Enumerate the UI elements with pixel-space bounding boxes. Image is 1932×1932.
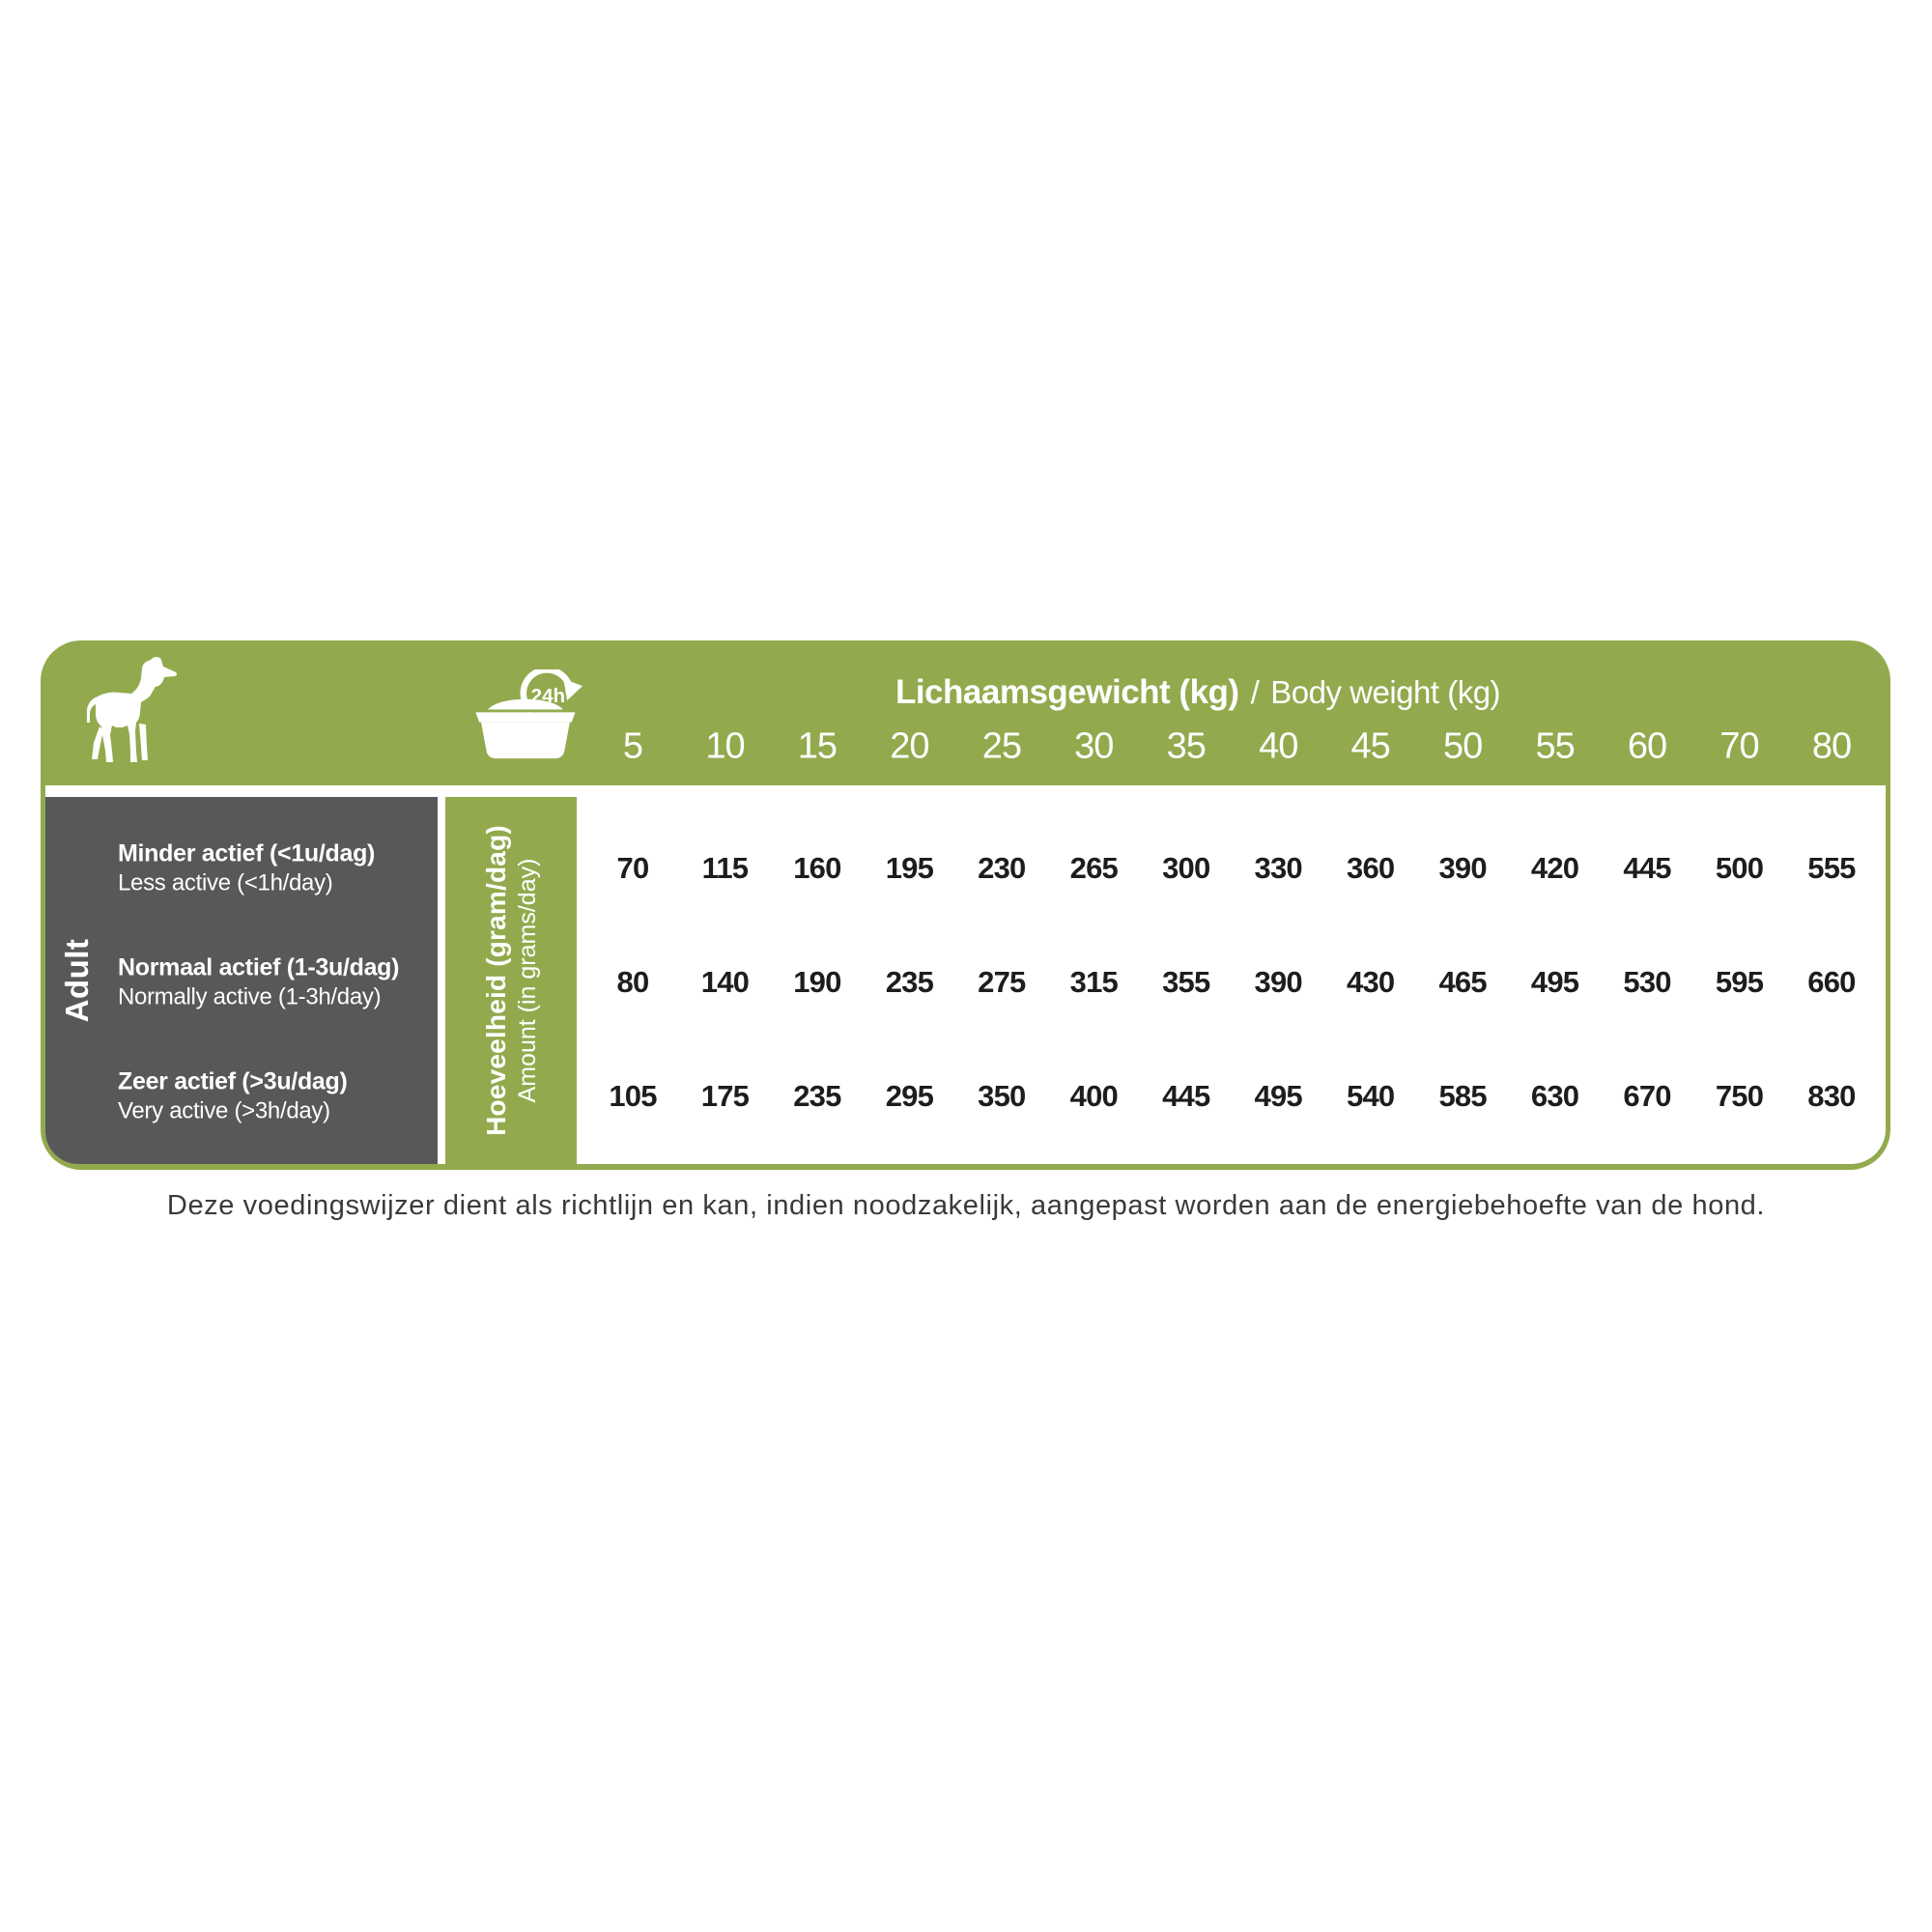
amount-cell: 400 — [1069, 1079, 1119, 1113]
activity-label-en: Less active (<1h/day) — [118, 869, 333, 896]
activity-label-en: Normally active (1-3h/day) — [118, 983, 382, 1010]
amount-cell: 495 — [1254, 1079, 1303, 1113]
amount-cell: 275 — [978, 965, 1026, 999]
amount-cell: 300 — [1162, 851, 1210, 885]
amount-cell: 555 — [1807, 851, 1856, 885]
weight-col-30: 30 — [1074, 725, 1114, 767]
amount-cell: 750 — [1715, 1079, 1764, 1113]
amount-cell: 830 — [1807, 1079, 1856, 1113]
age-group-label: Adult — [59, 938, 95, 1023]
amount-cell: 630 — [1530, 1079, 1579, 1113]
amount-cell: 500 — [1715, 851, 1764, 885]
amount-cell: 80 — [616, 965, 650, 999]
weight-col-70: 70 — [1719, 725, 1759, 767]
amount-cell: 235 — [793, 1079, 841, 1113]
activity-row-label: Minder actief (<1u/dag) Less active (<1h/… — [118, 839, 375, 898]
activity-label-nl: Zeer actief (>3u/dag) — [118, 1067, 348, 1095]
arrow-head-icon — [563, 678, 582, 701]
amount-cell: 355 — [1162, 965, 1210, 999]
weight-col-45: 45 — [1350, 725, 1391, 767]
amount-cell: 465 — [1438, 965, 1487, 999]
amount-cell: 420 — [1530, 851, 1579, 885]
amount-cell: 430 — [1347, 965, 1395, 999]
activity-label-en: Very active (>3h/day) — [118, 1097, 330, 1124]
amount-cell: 495 — [1530, 965, 1579, 999]
amount-cell: 190 — [793, 965, 841, 999]
activity-panel: Adult Minder actief (<1u/dag) Less active… — [45, 797, 438, 1164]
weight-col-40: 40 — [1259, 725, 1298, 767]
activity-label-nl: Normaal actief (1-3u/dag) — [118, 953, 400, 981]
amount-cell: 670 — [1623, 1079, 1671, 1113]
amount-cell: 315 — [1069, 965, 1119, 999]
amount-cell: 105 — [609, 1079, 657, 1113]
bowl-24h-icon: 24h — [475, 669, 582, 759]
weight-col-5: 5 — [622, 725, 643, 767]
amount-cell: 360 — [1347, 851, 1395, 885]
amount-cell: 595 — [1715, 965, 1764, 999]
weight-col-50: 50 — [1442, 725, 1483, 767]
amount-cell: 230 — [978, 851, 1026, 885]
amount-cell: 390 — [1438, 851, 1487, 885]
amount-cell: 445 — [1162, 1079, 1210, 1113]
amount-cell: 330 — [1254, 851, 1303, 885]
weight-col-55: 55 — [1535, 725, 1575, 767]
weight-col-60: 60 — [1627, 725, 1667, 767]
amount-cell: 540 — [1347, 1079, 1395, 1113]
table-body: Adult Minder actief (<1u/dag) Less active… — [45, 785, 1886, 1164]
amount-label-nl: Hoeveelheid (gram/dag) — [481, 825, 511, 1136]
weight-col-15: 15 — [797, 725, 838, 767]
amount-cell: 115 — [701, 851, 749, 885]
weight-col-10: 10 — [705, 725, 745, 767]
amount-cell: 195 — [885, 851, 934, 885]
title-en: Body weight (kg) — [1270, 674, 1501, 710]
amount-cell: 175 — [700, 1079, 750, 1113]
weight-col-20: 20 — [890, 725, 929, 767]
table-title: Lichaamsgewicht (kg) / Body weight (kg) — [895, 673, 1501, 712]
amount-cell: 70 — [616, 851, 650, 885]
amount-cell: 530 — [1623, 965, 1671, 999]
amount-cell: 445 — [1623, 851, 1671, 885]
amount-cell: 140 — [700, 965, 750, 999]
amount-cell: 295 — [885, 1079, 934, 1113]
amount-cell: 160 — [793, 851, 841, 885]
amount-cell: 350 — [978, 1079, 1026, 1113]
dog-icon — [87, 657, 177, 762]
amount-axis: Hoeveelheid (gram/dag) Amount (in grams/… — [445, 797, 577, 1164]
feeding-guide-table: 24h Lichaamsgewicht (kg) / Body weight (kg… — [41, 640, 1890, 1170]
amount-cell: 390 — [1254, 965, 1303, 999]
weight-col-80: 80 — [1811, 725, 1852, 767]
amount-cell: 265 — [1069, 851, 1119, 885]
title-nl: Lichaamsgewicht (kg) — [895, 673, 1239, 711]
activity-label-nl: Minder actief (<1u/dag) — [118, 839, 376, 867]
amount-axis-labels: Hoeveelheid (gram/dag) Amount (in grams/… — [480, 825, 542, 1136]
weight-col-25: 25 — [981, 725, 1022, 767]
activity-row-label: Zeer actief (>3u/dag) Very active (>3h/da… — [118, 1067, 348, 1126]
activity-row-label: Normaal actief (1-3u/dag) Normally active… — [118, 953, 399, 1012]
amount-cell: 585 — [1438, 1079, 1487, 1113]
amount-cell: 660 — [1807, 965, 1856, 999]
title-separator: / — [1250, 674, 1260, 710]
amount-label-en: Amount (in grams/day) — [514, 858, 541, 1103]
weight-col-35: 35 — [1166, 725, 1207, 767]
footer-note: Deze voedingswijzer dient als richtlijn … — [166, 1190, 1766, 1221]
amount-cell: 235 — [885, 965, 934, 999]
